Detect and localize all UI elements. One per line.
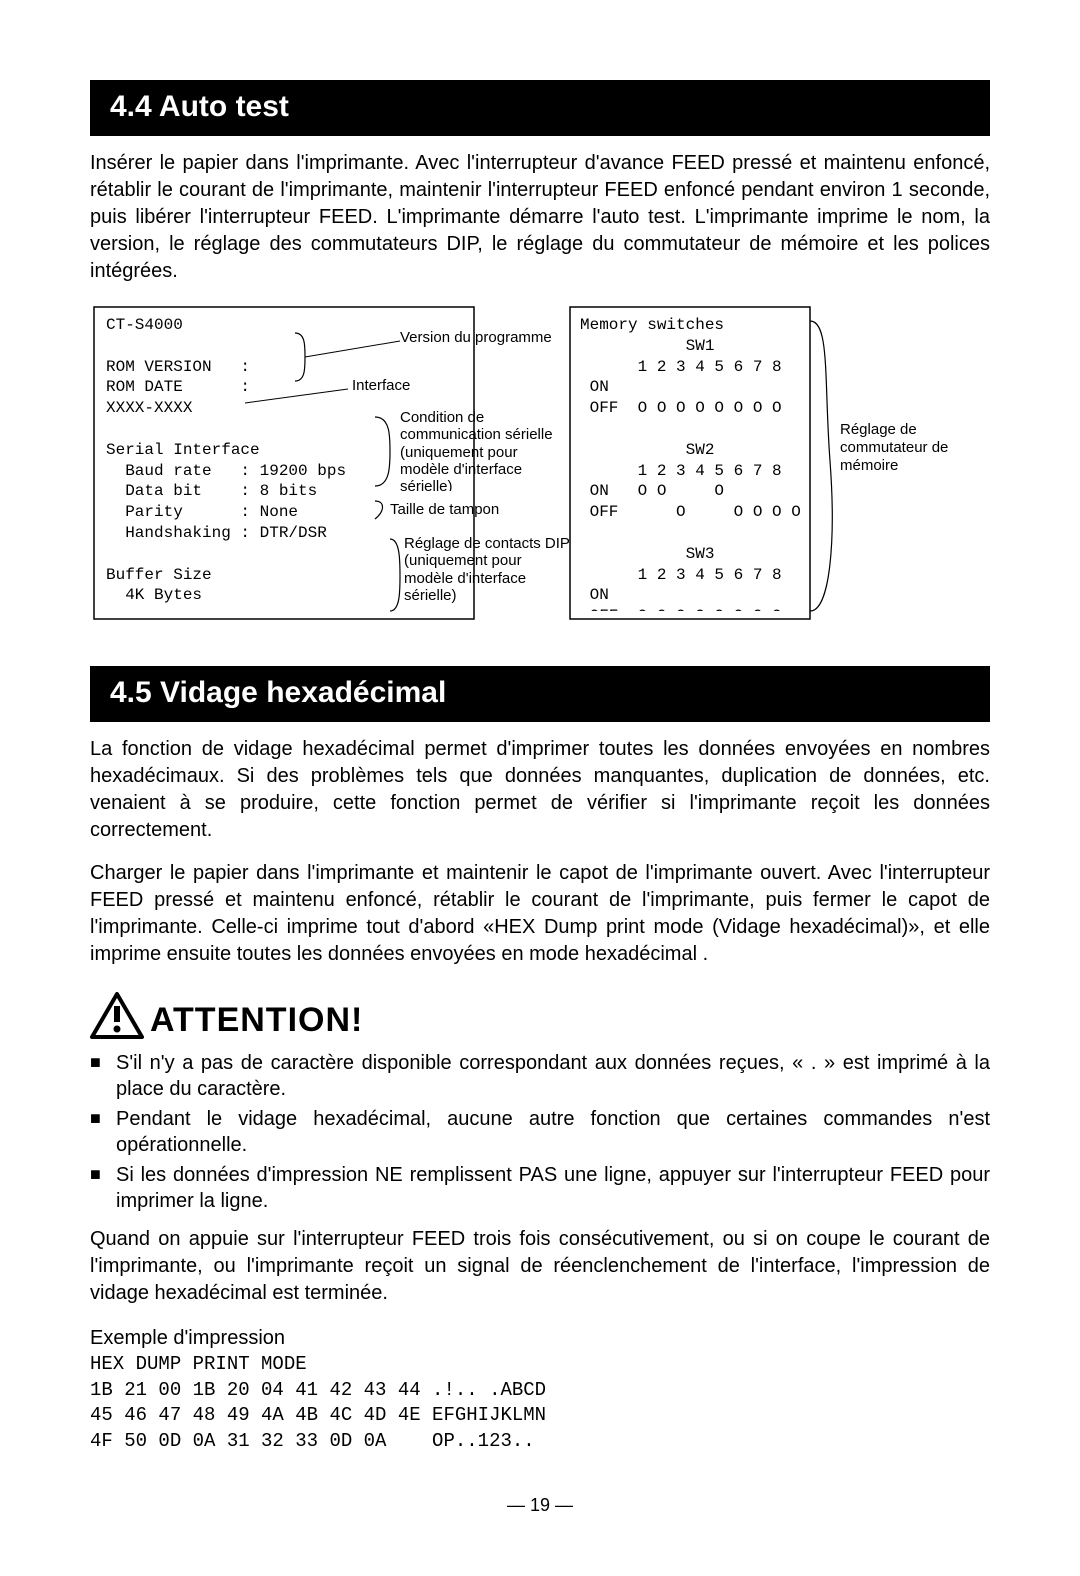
label-mem: Réglage de commutateur de mémoire — [840, 421, 980, 475]
bullet-item: Pendant le vidage hexadécimal, aucune au… — [90, 1106, 990, 1158]
section-45-header: 4.5 Vidage hexadécimal — [90, 666, 990, 722]
warning-icon — [90, 992, 144, 1040]
label-interface: Interface — [352, 377, 472, 394]
section-45-paragraph1: La fonction de vidage hexadécimal permet… — [90, 736, 990, 844]
left-printout: CT-S4000 ROM VERSION : ROM DATE : XXXX-X… — [106, 315, 396, 611]
label-taille: Taille de tampon — [390, 501, 560, 518]
page-number: — 19 — — [90, 1495, 990, 1516]
section-45-paragraph2: Charger le papier dans l'imprimante et m… — [90, 860, 990, 968]
right-printout: Memory switches SW1 1 2 3 4 5 6 7 8 ON O… — [580, 315, 805, 611]
bullet-item: Si les données d'impression NE remplisse… — [90, 1162, 990, 1214]
example-label: Exemple d'impression — [90, 1327, 990, 1350]
attention-label: ATTENTION! — [150, 1001, 363, 1040]
section-44-header: 4.4 Auto test — [90, 80, 990, 136]
attention-heading: ATTENTION! — [90, 992, 990, 1040]
attention-after: Quand on appuie sur l'interrupteur FEED … — [90, 1226, 990, 1307]
attention-bullets: S'il n'y a pas de caractère disponible c… — [90, 1050, 990, 1214]
autotest-diagram: CT-S4000 ROM VERSION : ROM DATE : XXXX-X… — [90, 301, 990, 636]
diagram-svg: CT-S4000 ROM VERSION : ROM DATE : XXXX-X… — [90, 301, 990, 631]
label-version: Version du programme — [400, 329, 565, 346]
hex-dump-example: HEX DUMP PRINT MODE 1B 21 00 1B 20 04 41… — [90, 1352, 990, 1455]
label-condition: Condition de communication sérielle (uni… — [400, 409, 570, 491]
label-dip: Réglage de contacts DIP (uniquement pour… — [404, 535, 574, 604]
page: 4.4 Auto test Insérer le papier dans l'i… — [0, 0, 1080, 1576]
section-44-paragraph: Insérer le papier dans l'imprimante. Ave… — [90, 150, 990, 285]
bullet-item: S'il n'y a pas de caractère disponible c… — [90, 1050, 990, 1102]
